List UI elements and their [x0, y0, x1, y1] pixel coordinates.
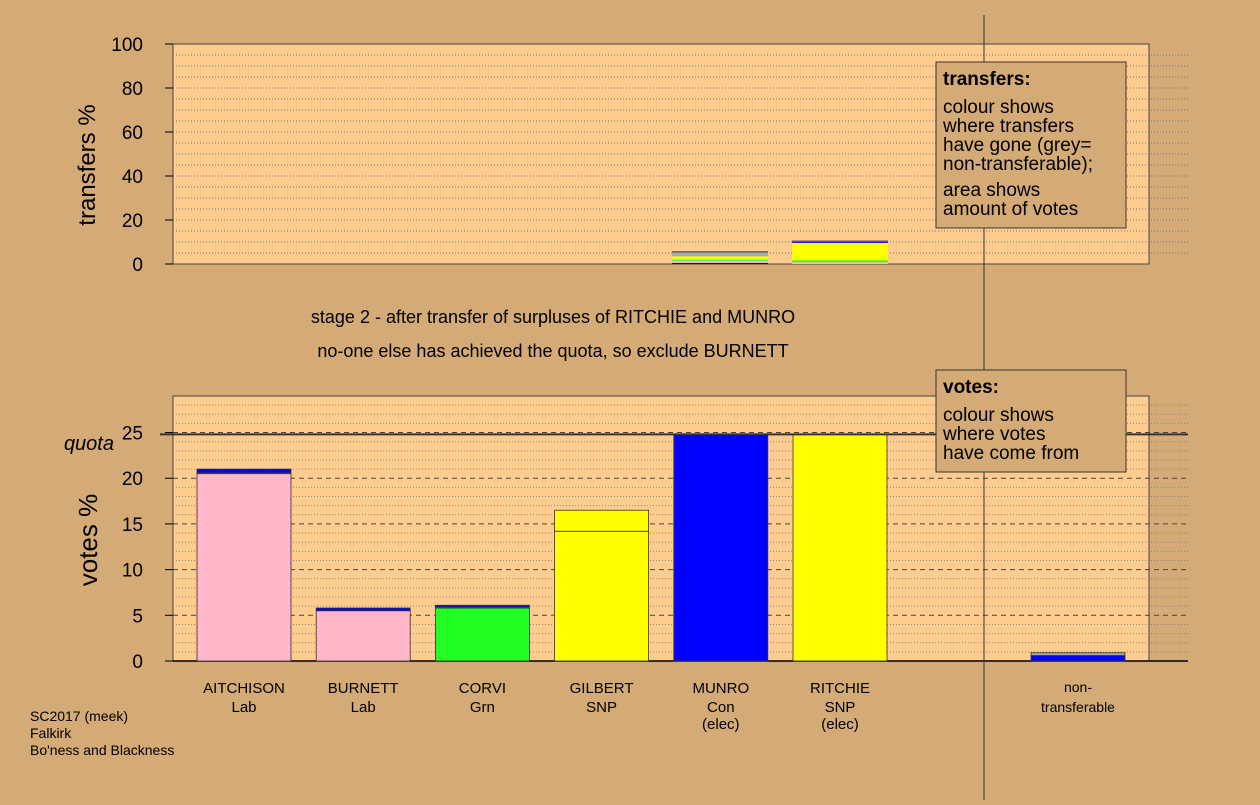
candidate-name-label: CORVI [459, 680, 506, 697]
votes-legend-box [935, 369, 1127, 473]
nontransferable-segment [1030, 652, 1126, 656]
vote-segment [554, 530, 649, 662]
votes-bars [196, 433, 1126, 662]
votes-legend-line: colour shows [943, 405, 1054, 426]
votes-y-tick-label: 0 [132, 652, 143, 673]
transfers-legend-line: non-transferable); [943, 154, 1093, 175]
caption-line-2: no-one else has achieved the quota, so e… [317, 341, 788, 361]
candidate-party-label: Lab [351, 699, 376, 716]
quota-label: quota [64, 433, 114, 455]
transfers-y-tick-label: 100 [111, 35, 143, 56]
votes-legend-title: votes: [943, 377, 999, 398]
candidate-elected-label: (elec) [821, 716, 859, 733]
votes-y-label: votes % [73, 494, 103, 587]
candidate-party-label: Con [707, 699, 735, 716]
transfer-segment [672, 259, 768, 261]
votes-y-ticks: 0 5 10 15 20 25 [122, 424, 173, 673]
candidate-name-label: RITCHIE [810, 680, 870, 697]
transfers-y-tick-label: 60 [122, 123, 143, 144]
transfer-segment [672, 260, 768, 263]
candidate-party-label: Lab [231, 699, 256, 716]
transfers-y-tick-label: 20 [122, 211, 143, 232]
transfers-legend-line: where transfers [942, 116, 1074, 137]
vote-segment [673, 433, 769, 662]
transfer-segment [792, 260, 888, 263]
candidate-name-label: BURNETT [328, 680, 399, 697]
transfers-legend-line: have gone (grey= [943, 135, 1091, 156]
candidate-party-label: SNP [825, 699, 856, 716]
vote-segment [315, 610, 411, 662]
votes-y-tick-label: 15 [122, 515, 143, 536]
transfers-y-tick-label: 0 [132, 255, 143, 276]
votes-x-labels: AITCHISON Lab BURNETT Lab CORVI Grn GILBERT SNP… [203, 679, 1115, 733]
vote-segment [196, 468, 292, 474]
transfers-y-tick-label: 40 [122, 167, 143, 188]
transfer-segment [792, 242, 888, 261]
transfer-segment [672, 251, 768, 257]
vote-segment [554, 509, 649, 532]
footer-line: Bo'ness and Blackness [30, 742, 174, 758]
transfer-segment [792, 262, 888, 264]
candidate-name-label: GILBERT [570, 680, 634, 697]
candidate-party-label: SNP [586, 699, 617, 716]
transfers-legend-line: colour shows [943, 97, 1054, 118]
transfer-segment [792, 242, 888, 243]
candidate-elected-label: (elec) [702, 716, 740, 733]
votes-legend-line: where votes [942, 424, 1045, 445]
vote-segment [792, 433, 888, 662]
transfers-y-ticks: 0 20 40 60 80 100 [111, 35, 173, 276]
votes-y-tick-label: 5 [132, 606, 143, 627]
candidate-name-label: AITCHISON [203, 680, 285, 697]
transfers-y-tick-label: 80 [122, 79, 143, 100]
transfer-segment [672, 256, 768, 260]
votes-y-tick-label: 20 [122, 469, 143, 490]
transfer-segment [672, 262, 768, 264]
vote-segment [434, 604, 530, 608]
transfers-legend-title: transfers: [943, 69, 1031, 90]
nontransferable-label: transferable [1041, 699, 1115, 715]
footer-line: Falkirk [30, 725, 72, 741]
votes-y-tick-label: 10 [122, 561, 143, 582]
transfers-legend-line: amount of votes [943, 199, 1078, 220]
transfers-legend-box [935, 61, 1127, 229]
votes-y-tick-label: 25 [122, 424, 143, 445]
transfers-legend: transfers: colour shows where transfers … [935, 61, 1127, 229]
candidate-party-label: Grn [470, 699, 495, 716]
caption-line-1: stage 2 - after transfer of surpluses of… [311, 307, 795, 327]
votes-legend: votes: colour shows where votes have com… [935, 369, 1127, 473]
votes-legend-line: have come from [943, 443, 1079, 464]
transfers-y-label: transfers % [74, 104, 101, 225]
vote-segment [315, 607, 411, 612]
footer-line: SC2017 (meek) [30, 708, 128, 724]
vote-segment [434, 607, 530, 662]
transfers-legend-line: area shows [943, 180, 1040, 201]
candidate-name-label: MUNRO [692, 680, 749, 697]
nontransferable-label: non- [1064, 679, 1092, 695]
transfers-bars [672, 240, 888, 264]
nontransferable-segment [1030, 655, 1126, 662]
vote-segment [196, 473, 292, 662]
